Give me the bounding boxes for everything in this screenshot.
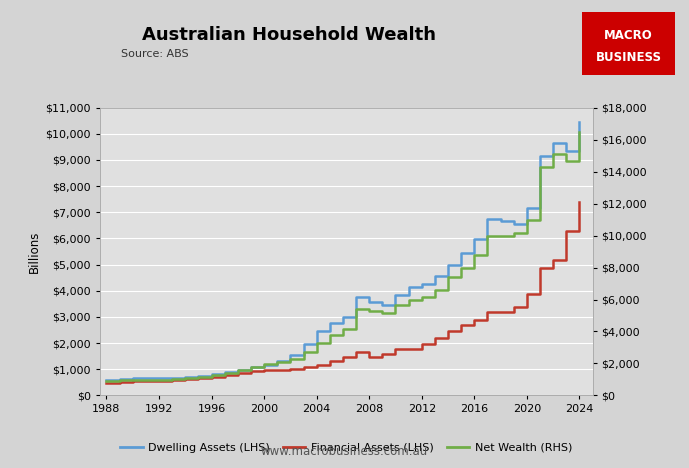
Y-axis label: Billions: Billions: [28, 230, 41, 273]
Text: www.macrobusiness.com.au: www.macrobusiness.com.au: [261, 445, 428, 458]
Legend: Dwelling Assets (LHS), Financial Assets (LHS), Net Wealth (RHS): Dwelling Assets (LHS), Financial Assets …: [116, 439, 577, 457]
Text: Source: ABS: Source: ABS: [121, 49, 188, 59]
Text: Australian Household Wealth: Australian Household Wealth: [143, 26, 436, 44]
Text: MACRO: MACRO: [604, 29, 653, 42]
Text: BUSINESS: BUSINESS: [596, 51, 661, 64]
